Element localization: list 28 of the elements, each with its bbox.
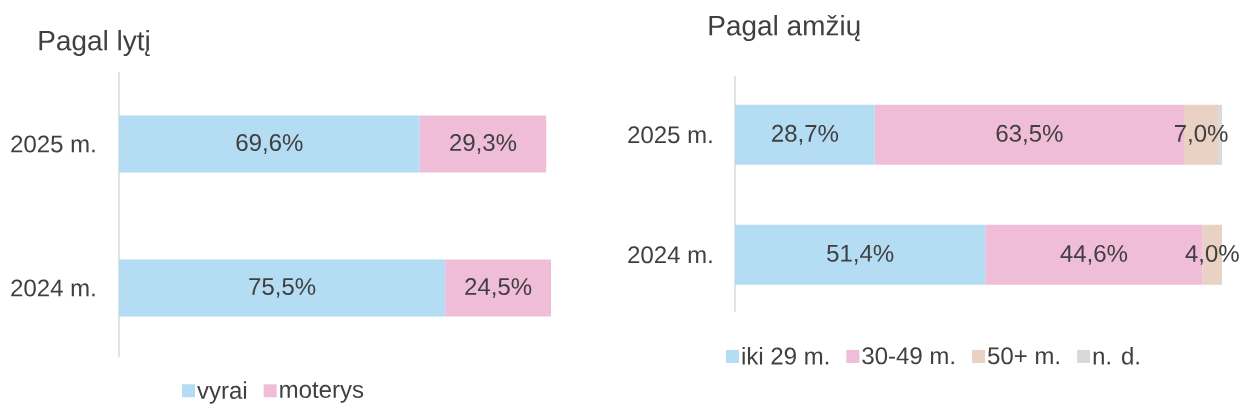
legend-label: iki 29 m. (742, 346, 829, 365)
y-tick-label: 2025 m. (628, 126, 712, 144)
legend-label: moterys (280, 382, 364, 403)
data-label: 69,6% (236, 134, 303, 154)
y-tick-label: 2025 m. (11, 135, 95, 153)
data-label: 63,5% (996, 124, 1063, 145)
data-label: 28,7% (772, 124, 839, 145)
legend-label: n. d. (1093, 346, 1139, 365)
data-label: 44,6% (1060, 244, 1128, 265)
data-label: 75,5% (249, 278, 316, 298)
bar (445, 259, 551, 317)
chart-title: Pagal lytį (39, 29, 150, 57)
bar (735, 104, 875, 165)
y-tick-label: 2024 m. (11, 279, 95, 297)
data-label: 24,5% (465, 278, 532, 298)
bar (419, 115, 547, 173)
chart-title: Pagal amžių (709, 14, 860, 42)
legend-label: vyrai (197, 381, 247, 404)
data-label: 7,0% (1174, 124, 1228, 145)
data-label: 29,3% (450, 134, 517, 154)
data-label: 4,0% (1185, 244, 1239, 265)
legend-label: 30-49 m. (862, 347, 954, 365)
bar (735, 224, 986, 285)
bar (119, 115, 420, 173)
bar (119, 259, 446, 317)
data-label: 51,4% (827, 244, 894, 265)
legend-label: 50+ m. (988, 347, 1059, 365)
y-tick-label: 2024 m. (628, 246, 712, 264)
